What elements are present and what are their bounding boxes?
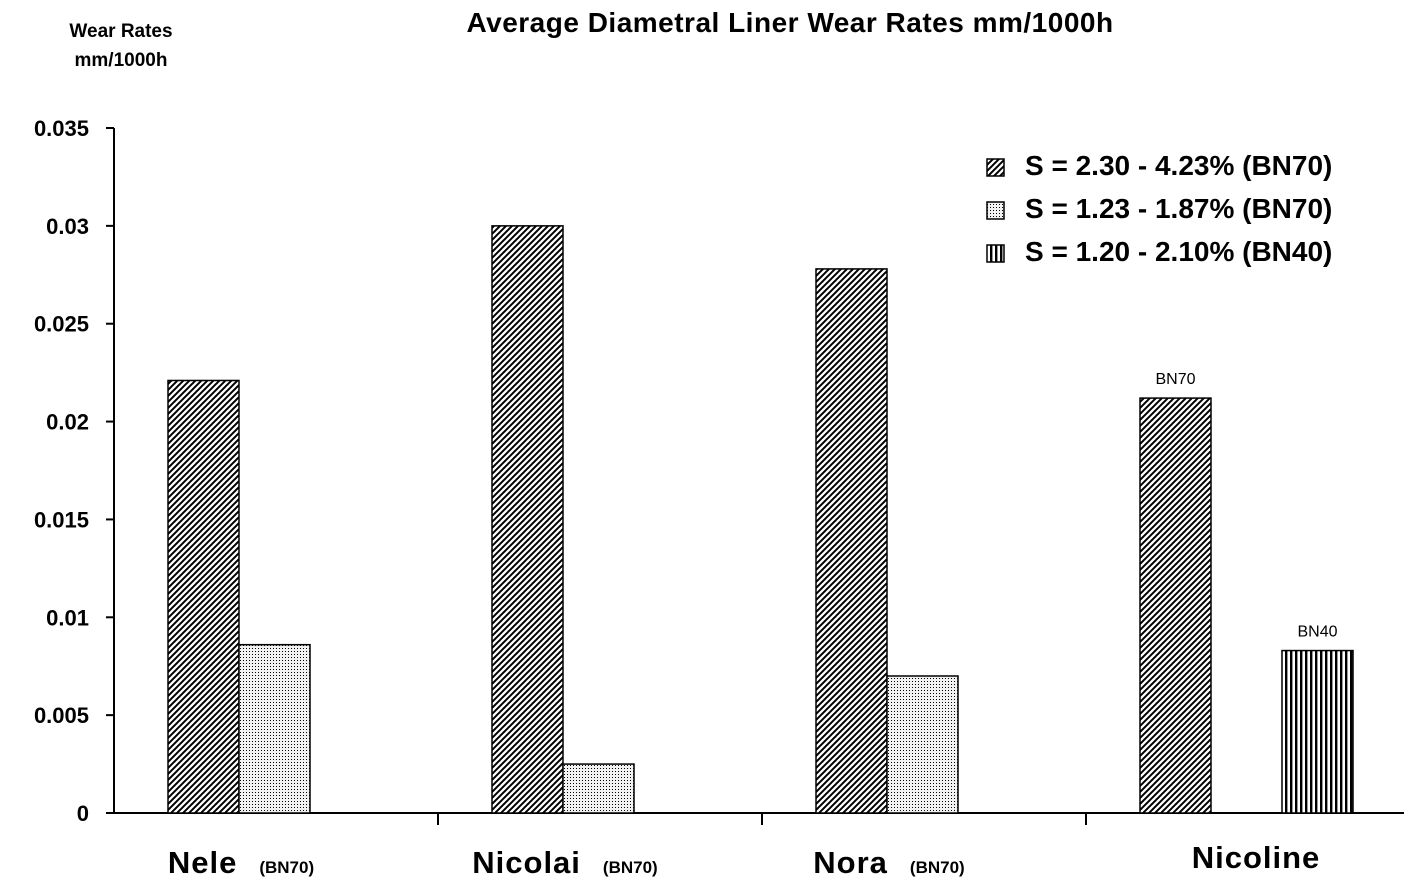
x-category-sub: (BN70) — [259, 858, 314, 877]
axes: 0 0.005 0.01 0.015 0.02 0.025 0.03 0.035 — [34, 116, 1404, 826]
y-axis-label-line1: Wear Rates — [69, 21, 172, 42]
bar-nora-series-2 — [886, 675, 959, 814]
legend-label-1: S = 2.30 - 4.23% (BN70) — [1025, 150, 1332, 181]
y-tick-label: 0.03 — [46, 214, 89, 239]
legend-label-2: S = 1.23 - 1.87% (BN70) — [1025, 193, 1332, 224]
legend: S = 2.30 - 4.23% (BN70) S = 1.23 - 1.87% … — [986, 150, 1332, 267]
bar-nicoline-series-1 — [1139, 397, 1212, 814]
y-tick-label: 0.01 — [46, 605, 89, 630]
bar-nicolai-series-1 — [491, 225, 564, 814]
x-category-label: Nicoline — [1192, 840, 1321, 875]
legend-swatch-2 — [986, 201, 1005, 220]
x-category-sub: (BN70) — [910, 858, 965, 877]
y-axis-label-line2: mm/1000h — [75, 50, 168, 71]
bar-nele-series-2 — [238, 643, 311, 814]
x-category-sub: (BN70) — [603, 858, 658, 877]
x-category-name: Nicoline — [1192, 840, 1321, 875]
bar-nele-series-1 — [167, 379, 240, 814]
chart-title: Average Diametral Liner Wear Rates mm/10… — [466, 7, 1113, 38]
x-category-label: Nora (BN70) — [813, 845, 964, 879]
y-tick-label: 0.035 — [34, 116, 89, 141]
x-category-label: Nele (BN70) — [168, 845, 314, 879]
bar-data-label: BN70 — [1155, 371, 1195, 388]
legend-swatch-3 — [986, 244, 1005, 263]
x-category-label: Nicolai (BN70) — [472, 845, 657, 879]
y-tick-label: 0.02 — [46, 410, 89, 435]
y-tick-label: 0 — [77, 801, 89, 826]
bar-nora-series-1 — [815, 268, 888, 814]
bar-nicoline-series-3 — [1281, 649, 1354, 814]
x-category-name: Nora — [813, 845, 888, 879]
x-category-name: Nicolai — [472, 845, 581, 879]
bars — [167, 225, 1354, 814]
y-tick-label: 0.005 — [34, 703, 89, 728]
bar-data-label: BN40 — [1297, 624, 1337, 641]
bar-nicolai-series-2 — [562, 763, 635, 814]
bar-labels: BN70 BN40 — [1155, 371, 1337, 640]
x-category-name: Nele — [168, 845, 237, 879]
x-axis-categories: Nele (BN70) Nicolai (BN70) Nora (BN70) Nicolin… — [168, 840, 1321, 880]
legend-label-3: S = 1.20 - 2.10% (BN40) — [1025, 236, 1332, 267]
legend-swatch-1 — [986, 158, 1005, 177]
y-tick-label: 0.015 — [34, 507, 89, 532]
y-tick-label: 0.025 — [34, 312, 89, 337]
